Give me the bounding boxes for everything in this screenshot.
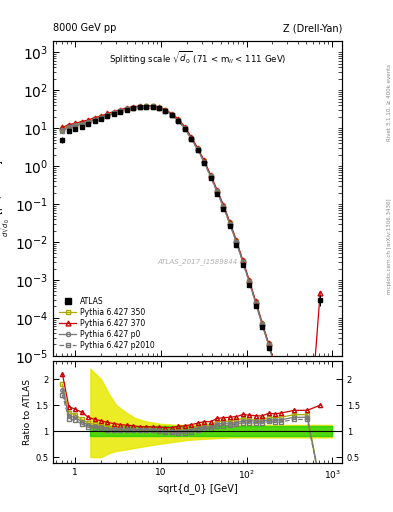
Y-axis label: $\frac{d\sigma}{d\sqrt{d_0}}$ [pb,GeV$^{-1}$]: $\frac{d\sigma}{d\sqrt{d_0}}$ [pb,GeV$^{… xyxy=(0,160,13,237)
X-axis label: sqrt{d_0} [GeV]: sqrt{d_0} [GeV] xyxy=(158,483,237,494)
Legend: ATLAS, Pythia 6.427 350, Pythia 6.427 370, Pythia 6.427 p0, Pythia 6.427 p2010: ATLAS, Pythia 6.427 350, Pythia 6.427 37… xyxy=(57,295,157,352)
Text: ATLAS_2017_I1589844: ATLAS_2017_I1589844 xyxy=(157,258,238,265)
Text: Rivet 3.1.10, ≥ 400k events: Rivet 3.1.10, ≥ 400k events xyxy=(387,64,392,141)
Text: mcplots.cern.ch [arXiv:1306.3436]: mcplots.cern.ch [arXiv:1306.3436] xyxy=(387,198,392,293)
Text: 8000 GeV pp: 8000 GeV pp xyxy=(53,23,116,33)
Text: Splitting scale $\sqrt{d_0}$ (71 < m$_{ll}$ < 111 GeV): Splitting scale $\sqrt{d_0}$ (71 < m$_{l… xyxy=(109,50,286,68)
Text: Z (Drell-Yan): Z (Drell-Yan) xyxy=(283,23,342,33)
Y-axis label: Ratio to ATLAS: Ratio to ATLAS xyxy=(23,379,32,445)
